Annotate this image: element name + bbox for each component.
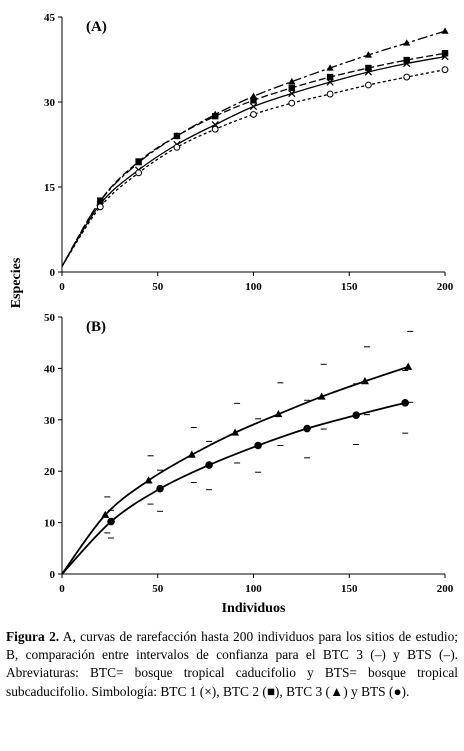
x-tick-label: 50 xyxy=(152,281,164,293)
series-4-point xyxy=(211,125,219,133)
y-axis-title: Especies xyxy=(9,257,24,308)
y-tick-label: 0 xyxy=(50,569,56,581)
x-axis-title: Individuos xyxy=(222,601,286,616)
series-4-point xyxy=(96,203,104,211)
x-tick-label: 200 xyxy=(437,281,454,293)
series-2-point xyxy=(401,399,409,407)
series-3-point xyxy=(135,158,143,166)
series-4-point xyxy=(365,81,372,89)
series-2-point xyxy=(107,517,115,526)
series-2-line xyxy=(61,52,446,267)
series-1-line xyxy=(61,366,409,575)
series-2-point xyxy=(250,97,257,104)
y-tick-label: 40 xyxy=(44,363,56,375)
y-tick-label: 15 xyxy=(44,182,56,194)
series-4-point xyxy=(173,143,181,151)
series-2-point xyxy=(365,64,372,72)
panel-a-rarefaction-chart: 0 15 30 45 0 50 100 150 200 (A) Especies xyxy=(9,12,454,308)
caption-text: A, curvas de rarefacción hasta 200 indiv… xyxy=(6,629,459,699)
y-tick-label: 50 xyxy=(44,312,56,324)
x-tick-label: 100 xyxy=(245,583,262,595)
series-2-point xyxy=(156,484,164,493)
series-4-line xyxy=(61,69,446,267)
x-tick-label: 200 xyxy=(437,583,454,595)
series-3-point xyxy=(403,39,411,46)
series-1-point xyxy=(360,377,369,385)
panel-b-confidence-chart: 0 10 20 30 40 50 0 50 100 150 200 (B) Individuos xyxy=(44,312,454,616)
series-3-point xyxy=(211,110,219,118)
series-4-point xyxy=(326,90,334,98)
series-1-line xyxy=(61,56,446,267)
series-1-point xyxy=(288,89,296,98)
x-tick-label: 0 xyxy=(59,583,65,595)
series-1-point xyxy=(101,510,110,518)
series-1-point xyxy=(231,428,240,436)
series-1-point xyxy=(249,102,258,111)
series-2-point xyxy=(254,441,262,450)
x-tick-label: 0 xyxy=(59,281,65,293)
series-2-line xyxy=(61,401,406,575)
series-2-point xyxy=(352,411,360,419)
y-tick-label: 0 xyxy=(50,267,56,279)
series-4-point xyxy=(250,111,257,118)
series-4-point xyxy=(441,66,449,74)
panel-label: (B) xyxy=(86,319,106,335)
figure-label: Figura 2. xyxy=(6,629,60,644)
series-2-point xyxy=(441,50,449,57)
series-1-point xyxy=(317,392,326,400)
series-1-point xyxy=(404,362,413,370)
series-4-point xyxy=(288,99,296,107)
panel-label: (A) xyxy=(86,19,107,35)
series-3-point xyxy=(249,92,258,99)
series-1-point xyxy=(274,409,283,418)
series-3-point xyxy=(96,197,104,204)
x-tick-label: 100 xyxy=(245,281,262,293)
series-2-point xyxy=(326,73,334,81)
figure-caption: Figura 2. A, curvas de rarefacción hasta… xyxy=(6,628,458,701)
figure: 0 15 30 45 0 50 100 150 200 (A) Especies 0 10 20 30 40… xyxy=(9,12,454,616)
x-tick-label: 50 xyxy=(152,583,164,595)
series-2-point xyxy=(205,461,213,469)
series-2-point xyxy=(303,424,311,433)
x-tick-label: 150 xyxy=(341,583,358,595)
y-tick-label: 30 xyxy=(44,415,56,427)
series-3-line xyxy=(61,30,446,267)
y-tick-label: 10 xyxy=(44,518,56,530)
series-2-point xyxy=(288,84,295,92)
series-4-point xyxy=(403,73,411,81)
x-tick-label: 150 xyxy=(341,281,358,293)
series-3-point xyxy=(173,132,181,139)
series-3-point xyxy=(326,64,334,71)
series-3-point xyxy=(441,27,449,34)
y-tick-label: 20 xyxy=(44,466,56,478)
series-2-point xyxy=(403,56,410,64)
series-3-point xyxy=(364,51,372,58)
y-tick-label: 30 xyxy=(44,97,56,109)
series-4-point xyxy=(135,169,143,177)
series-1-point xyxy=(144,476,153,484)
series-1-point xyxy=(187,450,196,458)
y-tick-label: 45 xyxy=(44,12,56,24)
series-3-point xyxy=(288,77,296,85)
